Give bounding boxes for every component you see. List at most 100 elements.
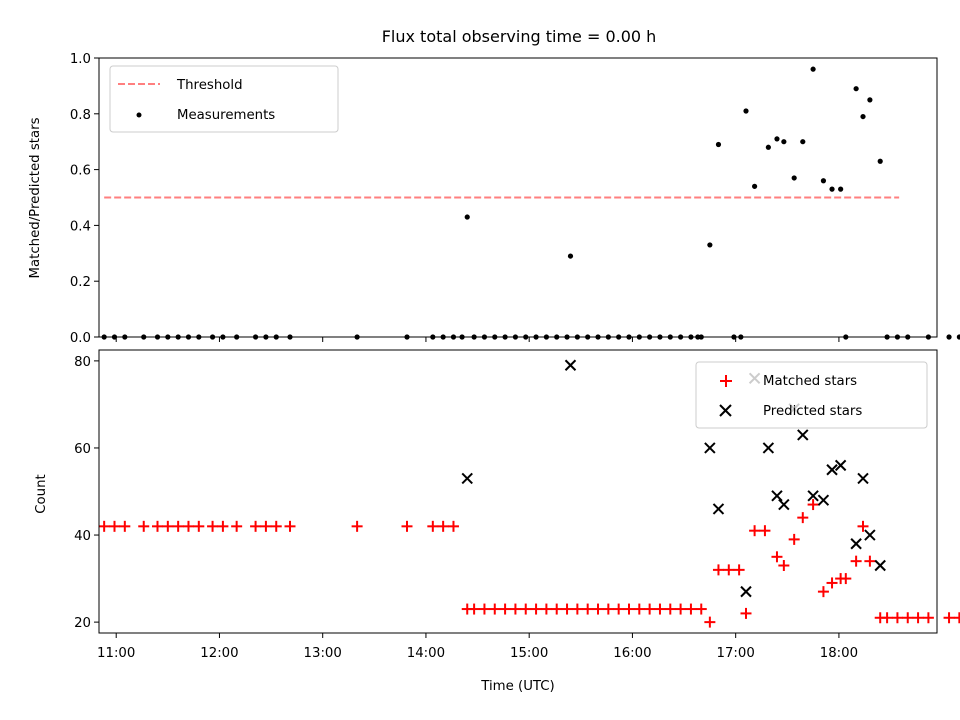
matched-star-point [138,520,150,532]
measurements-legend-label: Measurements [177,108,275,123]
x-tick-label: 17:00 [717,646,755,661]
matched-star-point [582,603,594,615]
matched-star-point [152,520,164,532]
matched-star-point [207,520,219,532]
matched-star-point [953,612,960,624]
predicted-star-point [712,503,725,515]
predicted-star-point [704,442,716,454]
measurement-point [853,86,859,92]
predicted-legend-swatch [719,404,732,417]
ratio-y-tick-label: 0.0 [70,331,91,346]
matched-star-point [788,533,800,545]
measurement-point [752,183,758,189]
matched-star-point [850,555,862,567]
matched-star-point [260,520,272,532]
predicted-star-point [864,529,876,541]
matched-star-point [468,603,480,615]
matched-star-point [98,520,110,532]
matched-star-point [530,603,542,615]
matched-star-point [172,520,184,532]
matched-star-point [447,520,459,532]
count-legend-box [695,361,928,429]
chart-title: Flux total observing time = 0.00 h [382,27,657,46]
matched-star-point [509,603,521,615]
predicted-star-point [762,442,775,454]
x-tick-label: 14:00 [407,646,445,661]
matched-star-point [182,520,194,532]
matched-star-point [695,603,707,615]
matched-star-point [551,603,563,615]
measurement-point [774,136,780,142]
matched-star-point [723,564,735,576]
measurement-point [860,113,866,120]
x-tick-label: 15:00 [510,646,548,661]
predicted-star-point [850,538,862,550]
predicted-star-point [857,472,869,485]
matched-star-point [633,603,645,615]
matched-star-point [489,603,501,615]
predicted-star-point [564,359,577,371]
matched-star-point [749,525,761,537]
matched-star-point [623,603,635,615]
matched-star-point [427,520,439,532]
matched-star-point [401,520,413,532]
measurement-point [956,334,960,340]
matched-star-point [119,520,131,532]
matched-star-point [602,603,614,615]
predicted-star-point [778,498,790,511]
matched-star-point [840,573,852,585]
matched-star-point [922,612,934,624]
matched-star-point [571,603,583,615]
predicted-star-point [461,472,473,485]
measurement-point [707,242,713,248]
matched-star-point [217,520,229,532]
matched-star-point [561,603,573,615]
matched-star-point [912,612,924,624]
matched-star-point [943,612,955,624]
threshold-legend-label: Threshold [176,78,243,93]
matched-star-point [712,564,724,576]
predicted-star-point [834,459,847,472]
matched-star-point [857,520,869,532]
measurement-point [800,139,806,145]
matched-star-point [499,603,511,615]
ratio-y-tick-label: 0.6 [70,164,91,179]
ratio-y-tick-label: 0.8 [70,108,91,123]
count-plot-area [98,359,960,628]
measurement-point [946,334,952,340]
ratio-y-ticks: 0.0 0.2 0.4 0.6 0.8 1.0 [70,52,99,346]
matched-star-point [284,520,296,532]
matched-legend-swatch [720,375,732,387]
matched-star-point [108,520,120,532]
count-y-tick-label: 40 [74,529,91,544]
measurements-legend-swatch [136,112,142,118]
predicted-star-point [771,490,783,502]
measurement-point [810,66,816,72]
matched-star-point [654,603,666,615]
matched-star-point [613,603,625,615]
measurement-point [567,253,574,259]
measurement-point [781,139,787,145]
matched-star-point [704,616,716,628]
matched-star-point [250,520,262,532]
measurement-point [877,158,883,164]
matched-star-point [270,520,282,532]
count-legend: Matched stars Predicted stars [695,361,928,429]
count-y-axis-label: Count [34,474,49,514]
ratio-legend-box [109,65,339,133]
x-tick-label: 13:00 [304,646,342,661]
count-y-tick-label: 80 [74,355,91,370]
matched-star-point [592,603,604,615]
matched-legend-label: Matched stars [763,374,857,389]
predicted-star-point [826,464,838,476]
matched-star-point [759,525,771,537]
ratio-legend: Threshold Measurements [109,65,339,133]
measurement-point [765,144,771,150]
x-tick-label: 11:00 [97,646,135,661]
matched-star-point [771,551,783,563]
ratio-y-tick-label: 0.2 [70,275,91,290]
matched-star-point [891,612,903,624]
measurement-point [867,97,873,103]
